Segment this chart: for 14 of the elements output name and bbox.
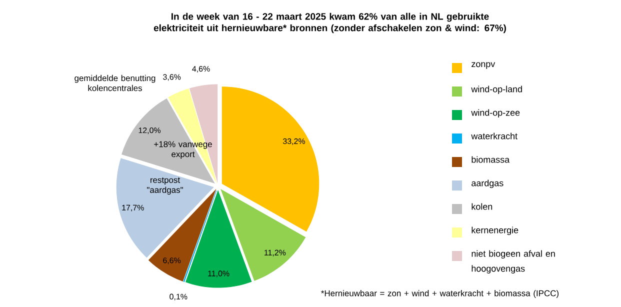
text: *Hernieuwbaar = zon + wind + waterkracht + biomassa (IPCC): [321, 290, 559, 298]
legend-label: aardgas: [472, 180, 504, 188]
legend-label: kernenergie: [472, 226, 518, 236]
legend-label: zonpv: [472, 62, 496, 69]
text: gemiddelde benutting kolencentrales: [74, 74, 156, 92]
text: +18% vanwege export: [154, 141, 212, 159]
chart-title: In de week van 16 - 22 maart 2025 kwam 62% van alle in NL gebruikte elektriciteit uit hernieuwbare* bronnen (zonder afschakelen zon & wind: 67%): [154, 12, 506, 34]
legend-label: niet biogeen afval en hoogovengas: [472, 250, 555, 274]
legend-label: waterkracht: [471, 132, 518, 140]
legend-label: wind-op-land: [471, 86, 522, 94]
text: restpost "aardgas": [147, 177, 183, 195]
legend-label: kolen: [472, 203, 492, 210]
legend-label: wind-op-zee: [471, 109, 520, 118]
legend-label: biomassa: [472, 156, 510, 163]
